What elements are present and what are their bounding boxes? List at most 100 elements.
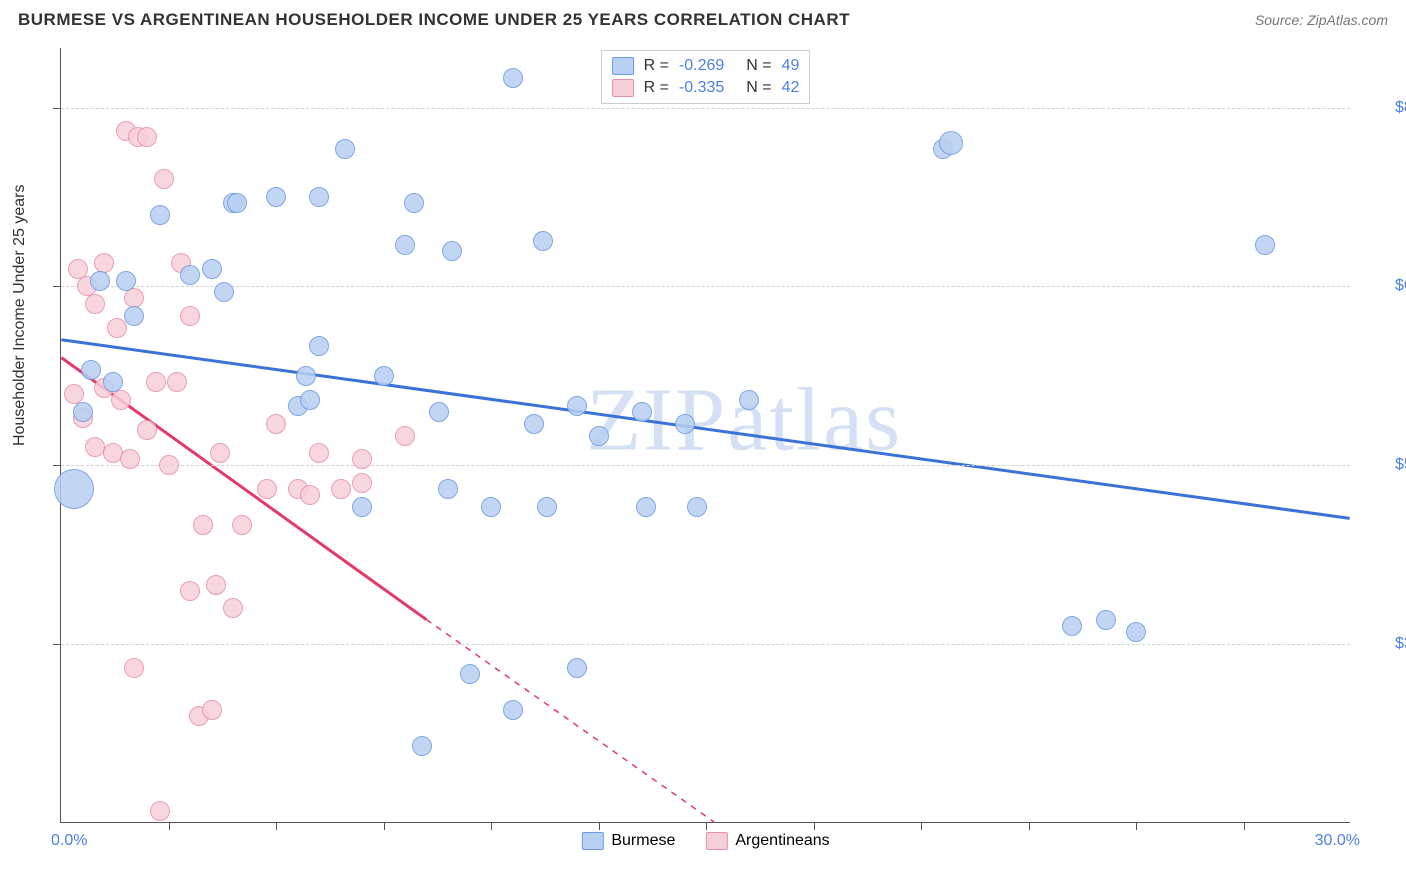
x-tick — [276, 822, 277, 830]
argentineans-point — [352, 473, 372, 493]
legend-row-argentineans: R = -0.335 N = 42 — [612, 77, 800, 99]
argentineans-point — [180, 581, 200, 601]
argentineans-point — [111, 390, 131, 410]
x-tick — [599, 822, 600, 830]
argentineans-point — [266, 414, 286, 434]
argentineans-point — [223, 598, 243, 618]
argentineans-point — [85, 294, 105, 314]
x-axis-min-label: 0.0% — [51, 832, 87, 850]
burmese-point — [374, 366, 394, 386]
argentineans-point — [159, 455, 179, 475]
argentineans-point — [124, 658, 144, 678]
burmese-point — [675, 414, 695, 434]
burmese-point — [460, 664, 480, 684]
argentineans-point — [107, 318, 127, 338]
x-tick — [384, 822, 385, 830]
series-legend: Burmese Argentineans — [581, 832, 829, 850]
y-tick-label: $65,000 — [1395, 277, 1406, 295]
watermark: ZIPatlas — [586, 368, 902, 471]
argentineans-point — [137, 420, 157, 440]
argentineans-point — [257, 479, 277, 499]
header: BURMESE VS ARGENTINEAN HOUSEHOLDER INCOM… — [0, 0, 1406, 30]
burmese-point — [124, 306, 144, 326]
x-tick — [814, 822, 815, 830]
burmese-point — [309, 187, 329, 207]
gridline — [61, 108, 1350, 109]
r-value-burmese: -0.269 — [679, 57, 724, 75]
correlation-legend: R = -0.269 N = 49 R = -0.335 N = 42 — [601, 50, 811, 104]
burmese-point — [352, 497, 372, 517]
argentineans-point — [309, 443, 329, 463]
burmese-point — [202, 259, 222, 279]
burmese-point — [404, 193, 424, 213]
burmese-point — [227, 193, 247, 213]
burmese-point — [524, 414, 544, 434]
burmese-point — [939, 131, 963, 155]
burmese-point — [266, 187, 286, 207]
argentineans-point — [206, 575, 226, 595]
argentineans-point — [352, 449, 372, 469]
chart-title: BURMESE VS ARGENTINEAN HOUSEHOLDER INCOM… — [18, 10, 850, 30]
legend-item-burmese: Burmese — [581, 832, 675, 850]
legend-label-burmese: Burmese — [611, 832, 675, 850]
burmese-point — [309, 336, 329, 356]
argentineans-point — [94, 253, 114, 273]
argentineans-point — [146, 372, 166, 392]
burmese-point — [567, 396, 587, 416]
burmese-point — [103, 372, 123, 392]
source-label: Source: ZipAtlas.com — [1255, 12, 1388, 28]
burmese-point — [739, 390, 759, 410]
burmese-point — [429, 402, 449, 422]
gridline — [61, 644, 1350, 645]
gridline — [61, 465, 1350, 466]
burmese-point — [214, 282, 234, 302]
swatch-burmese — [612, 57, 634, 75]
argentineans-point — [193, 515, 213, 535]
y-tick-label: $35,000 — [1395, 635, 1406, 653]
swatch-burmese-icon — [581, 832, 603, 850]
burmese-point — [300, 390, 320, 410]
burmese-point — [442, 241, 462, 261]
burmese-point — [116, 271, 136, 291]
r-label: R = — [644, 57, 669, 75]
x-tick — [491, 822, 492, 830]
argentineans-point — [202, 700, 222, 720]
burmese-point — [632, 402, 652, 422]
y-tick — [53, 465, 61, 466]
legend-row-burmese: R = -0.269 N = 49 — [612, 55, 800, 77]
x-tick — [169, 822, 170, 830]
burmese-point — [1126, 622, 1146, 642]
burmese-point — [481, 497, 501, 517]
y-tick — [53, 644, 61, 645]
y-axis-label: Householder Income Under 25 years — [11, 185, 29, 446]
argentineans-point — [232, 515, 252, 535]
argentineans-point — [180, 306, 200, 326]
y-tick-label: $80,000 — [1395, 99, 1406, 117]
burmese-point — [296, 366, 316, 386]
burmese-point — [438, 479, 458, 499]
gridline — [61, 286, 1350, 287]
x-tick — [1244, 822, 1245, 830]
x-tick — [1136, 822, 1137, 830]
n-label: N = — [746, 79, 771, 97]
argentineans-point — [331, 479, 351, 499]
burmese-point — [150, 205, 170, 225]
burmese-point — [395, 235, 415, 255]
argentineans-point — [395, 426, 415, 446]
burmese-point — [81, 360, 101, 380]
swatch-argentineans-icon — [705, 832, 727, 850]
argentineans-point — [167, 372, 187, 392]
r-value-argentineans: -0.335 — [679, 79, 724, 97]
x-axis-max-label: 30.0% — [1315, 832, 1360, 850]
y-tick — [53, 108, 61, 109]
burmese-point — [90, 271, 110, 291]
burmese-point — [335, 139, 355, 159]
burmese-point — [1096, 610, 1116, 630]
burmese-point — [73, 402, 93, 422]
x-tick — [706, 822, 707, 830]
n-label: N = — [746, 57, 771, 75]
chart-container: BURMESE VS ARGENTINEAN HOUSEHOLDER INCOM… — [0, 0, 1406, 892]
x-tick — [921, 822, 922, 830]
burmese-point — [54, 469, 94, 509]
argentineans-point — [210, 443, 230, 463]
